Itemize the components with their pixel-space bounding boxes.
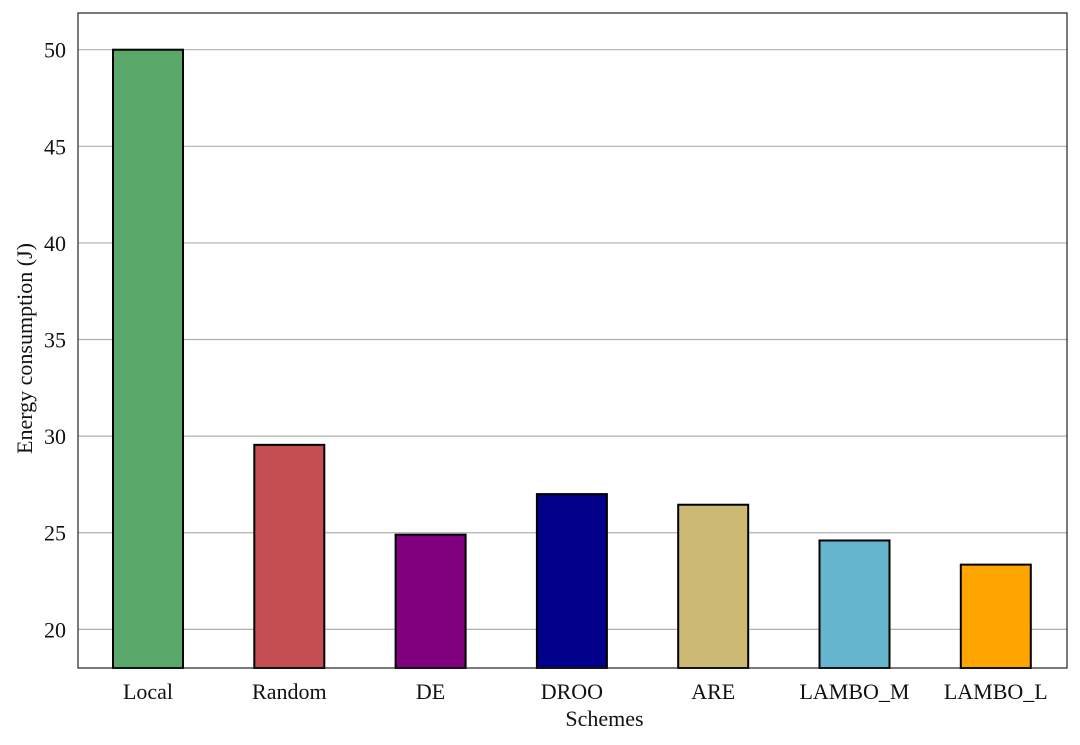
bar-random xyxy=(253,443,326,669)
bar-lambo-l xyxy=(959,563,1032,670)
x-tick-label: Random xyxy=(252,679,327,704)
y-tick-label: 40 xyxy=(44,231,66,256)
plot-frame xyxy=(77,12,1068,669)
y-tick-label: 30 xyxy=(44,424,66,449)
x-tick-label: DE xyxy=(416,679,445,704)
gridlines xyxy=(78,49,1067,630)
y-tick-label: 25 xyxy=(44,521,66,546)
y-tick-label: 20 xyxy=(44,617,66,642)
bar-de xyxy=(394,533,467,669)
x-tick-label: Local xyxy=(123,679,173,704)
x-tick-label: ARE xyxy=(691,679,735,704)
y-tick-label: 45 xyxy=(44,134,66,159)
x-axis-title: Schemes xyxy=(565,706,643,731)
x-axis-ticks: Local Random DE DROO ARE LAMBO_M LAMBO_L xyxy=(123,679,1048,704)
y-tick-label: 50 xyxy=(44,38,66,63)
bar-are xyxy=(677,503,750,669)
y-axis-ticks: 20 25 30 35 40 45 50 xyxy=(44,38,66,643)
bar-local xyxy=(112,48,184,669)
bar-lambo-m xyxy=(818,539,891,670)
x-tick-label: LAMBO_M xyxy=(799,679,909,704)
y-tick-label: 35 xyxy=(44,328,66,353)
y-axis-title: Energy consumption (J) xyxy=(12,243,37,454)
x-tick-label: DROO xyxy=(541,679,603,704)
bars xyxy=(112,48,1032,670)
x-tick-label: LAMBO_L xyxy=(944,679,1048,704)
bar-droo xyxy=(535,493,608,669)
